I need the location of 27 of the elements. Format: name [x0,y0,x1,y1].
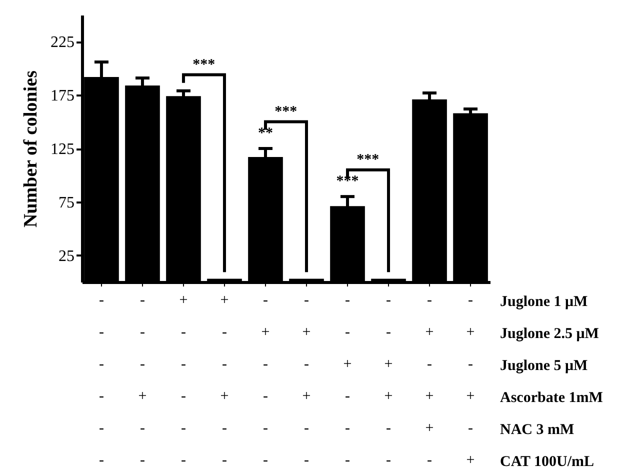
text: Ascorbate 1mM [500,390,603,406]
x-tick-label: - - + + - - [384,292,393,468]
x-tick-label: - - + - - - [343,292,352,468]
y-tick-label: 175 [50,88,74,105]
text: CAT 100U/mL [500,454,594,470]
annotation: *** [274,104,298,120]
y-tick-label: 25 [58,248,74,265]
text: Juglone 2.5 μM [500,326,599,342]
x-tick-label: - + - + - + [466,292,475,468]
y-axis-title: Number of colonies [20,70,42,228]
x-tick-label: - - - + - - [138,292,147,468]
annotation: *** [356,152,380,168]
text: Juglone 1 μM [500,294,588,310]
text: Juglone 5 μM [500,358,588,374]
data-label: ** [258,126,273,142]
x-tick-label: - - - - - - [98,292,104,468]
x-tick-label: + - - - - - [179,292,188,468]
annotation: *** [192,56,216,73]
text: NAC 3 mM [500,422,574,438]
y-tick-label: 75 [58,194,74,212]
y-tick-label: 225 [50,34,74,52]
x-tick-label: - + - + + - [425,292,434,468]
x-tick-label: - + - + - - [302,292,311,468]
x-tick-label: - + - - - - [261,292,270,468]
x-tick-label: + - - + - - [220,292,229,468]
data-label: *** [336,174,359,190]
y-tick-label: 125 [50,141,74,158]
